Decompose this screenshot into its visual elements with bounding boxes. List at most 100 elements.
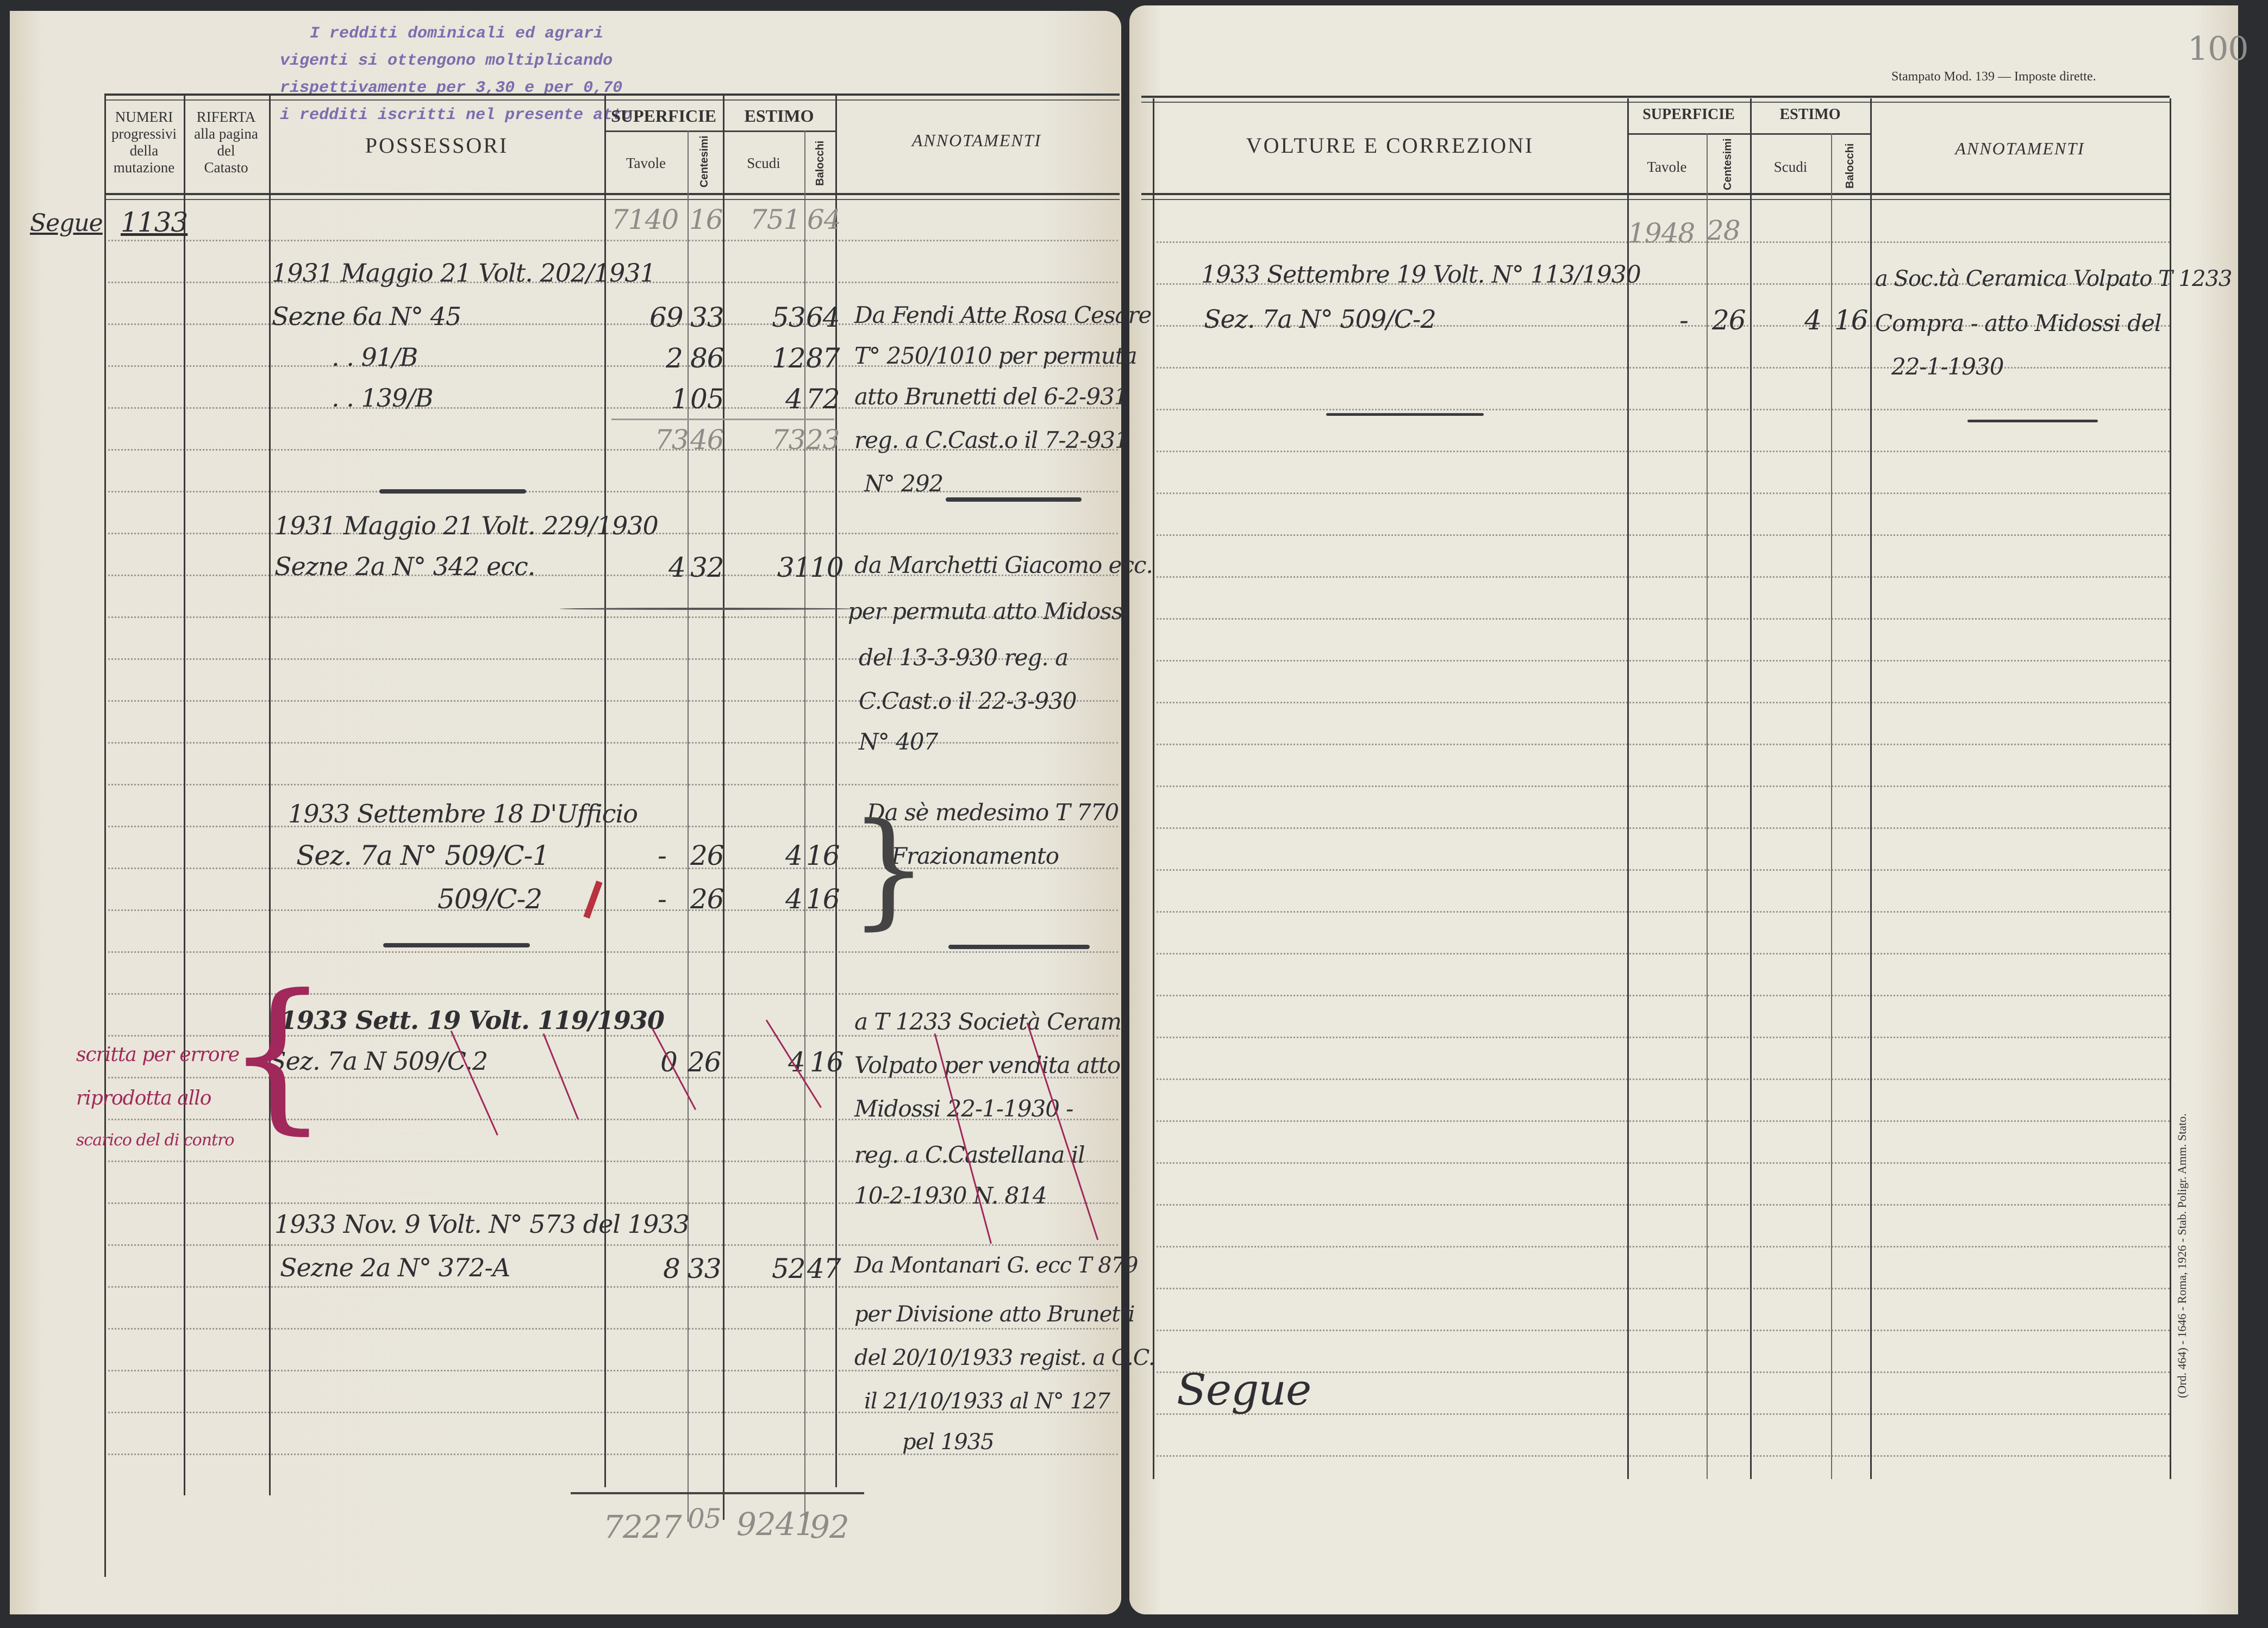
header-top-rule	[104, 93, 1120, 101]
column-header-centesimi: Centesimi	[698, 135, 710, 188]
subtotal-tavole: 73	[655, 424, 689, 456]
carry-centesimi: 16	[689, 204, 723, 235]
column-header-centesimi: Centesimi	[1722, 138, 1734, 190]
value-baiocchi: 72	[806, 383, 840, 415]
total-scudi: 9241	[736, 1506, 815, 1543]
ruled-line	[104, 407, 1118, 409]
annotation-line: N° 292	[864, 470, 944, 497]
ruled-line	[1153, 1162, 2170, 1164]
left-page	[10, 11, 1121, 1614]
entry-line: 1933 Nov. 9 Volt. N° 573 del 1933	[274, 1209, 690, 1239]
ruled-line	[104, 658, 1118, 660]
value-scudi: 4	[785, 883, 803, 915]
ruled-line	[104, 868, 1118, 869]
column-rule	[1153, 98, 1154, 1479]
column-rule	[269, 96, 271, 1495]
column-header-estimo: ESTIMO	[1779, 106, 1841, 123]
ruled-line	[1153, 995, 2170, 996]
header-text: della	[129, 142, 159, 159]
value-scudi: 53	[772, 302, 806, 333]
value-centesimi: 26	[688, 1046, 722, 1078]
ruled-line	[104, 1202, 1118, 1204]
ruled-line	[104, 533, 1118, 534]
value-tavole: -	[658, 883, 667, 915]
value-centesimi: 26	[690, 840, 724, 871]
brace-icon: }	[849, 797, 928, 942]
margin-note: scritta per errore	[76, 1044, 240, 1066]
value-tavole: 0	[660, 1046, 678, 1078]
value-centesimi: 26	[690, 883, 724, 915]
ruled-line	[104, 826, 1118, 827]
column-header-scudi: Scudi	[1773, 159, 1808, 175]
stamp-line: I redditi dominicali ed agrari	[310, 24, 604, 43]
annotation-line: del 20/10/1933 regist. a C.C.	[854, 1345, 1155, 1370]
annotation-line: C.Cast.o il 22-3-930	[859, 688, 1077, 714]
column-header-annotamenti: ANNOTAMENTI	[911, 130, 1042, 150]
column-header-tavole: Tavole	[626, 155, 666, 171]
annotation-line: per permuta atto Midossi	[848, 598, 1130, 625]
column-header-superficie: SUPERFICIE	[1642, 106, 1735, 123]
segue-note: Segue	[30, 209, 103, 237]
column-rule	[604, 96, 606, 1487]
ruled-line	[1153, 785, 2170, 787]
entry-line: Sez. 7a N° 509/C-2	[1204, 304, 1436, 334]
header-bottom-rule	[104, 193, 1120, 200]
annotation-line: atto Brunetti del 6-2-931	[854, 383, 1128, 410]
ruled-line	[104, 240, 1118, 241]
entry-line: Sez. 7a N 509/C.2	[269, 1046, 488, 1076]
carry-tavole: 1948	[1628, 217, 1695, 249]
carry-tavole: 7140	[611, 204, 679, 235]
value-baiocchi: 16	[810, 1046, 844, 1078]
ruled-line	[1153, 618, 2170, 620]
ruled-line	[1153, 1246, 2170, 1247]
value-tavole: 4	[668, 552, 686, 583]
ruled-line	[1153, 869, 2170, 871]
ruled-line	[104, 323, 1118, 325]
header-text: Catasto	[204, 159, 248, 176]
ruled-line	[104, 491, 1118, 492]
column-rule	[104, 96, 106, 1577]
value-centesimi: 33	[688, 1253, 722, 1284]
column-rule	[1707, 133, 1708, 1479]
entry-line: 509/C-2	[438, 883, 542, 915]
ruled-line	[104, 1161, 1118, 1162]
ruled-line	[104, 784, 1118, 785]
entry-line: 1931 Maggio 21 Volt. 229/1930	[274, 511, 659, 540]
ruled-line	[104, 1119, 1118, 1120]
value-tavole: -	[1679, 304, 1689, 336]
entry-line: Sezne 2a N° 372-A	[280, 1253, 510, 1282]
column-rule	[2170, 98, 2171, 1479]
entry-line: Sez. 7a N° 509/C-1	[296, 840, 549, 871]
annotation-line: a Soc.tà Ceramica Volpato T 1233	[1875, 266, 2232, 291]
ruled-line	[1153, 1078, 2170, 1080]
entry-line: Sezne 2a N° 342 ecc.	[274, 552, 535, 581]
value-centesimi: 05	[690, 383, 724, 415]
stamp-line: vigenti si ottengono moltiplicando	[280, 52, 613, 70]
ruled-line	[104, 282, 1118, 283]
ruled-line	[1153, 576, 2170, 578]
ruled-line	[104, 449, 1118, 451]
ruled-line	[1153, 409, 2170, 410]
right-page	[1129, 5, 2238, 1614]
ruled-line	[1153, 953, 2170, 955]
annotation-line: Compra - atto Midossi del	[1875, 310, 2161, 336]
separator-bar	[946, 497, 1082, 502]
ruled-line	[104, 909, 1118, 911]
column-header-tavole: Tavole	[1647, 159, 1687, 175]
page-number: 100	[2188, 30, 2249, 68]
ruled-line	[104, 1328, 1118, 1330]
annotation-line: T° 250/1010 per permuta	[854, 342, 1138, 369]
value-centesimi: 32	[690, 552, 724, 583]
annotation-line: del 13-3-930 reg. a	[859, 644, 1069, 671]
column-rule	[1627, 98, 1629, 1479]
ruled-line	[1153, 1413, 2170, 1415]
annotation-line: per Divisione atto Brunetti	[854, 1302, 1135, 1327]
ruled-line	[1153, 827, 2170, 829]
value-baiocchi: 16	[806, 883, 840, 915]
entry-line: 1933 Settembre 19 Volt. N° 113/1930	[1201, 261, 1641, 289]
separator-line	[560, 608, 853, 610]
value-scudi: 4	[785, 383, 803, 415]
ruled-line	[104, 1370, 1118, 1371]
column-header-baiocchi: Balocchi	[814, 140, 826, 186]
separator-bar	[383, 943, 530, 947]
